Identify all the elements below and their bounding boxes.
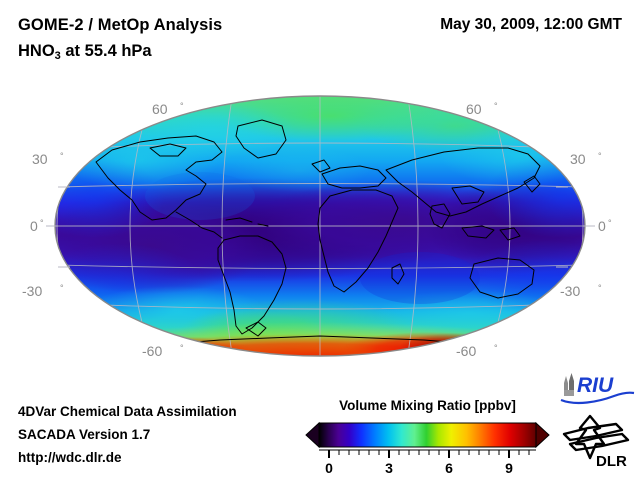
colorbar-max-arrow [535,421,550,449]
lat-label-0-left: 0 [30,218,38,234]
species-subtitle: HNO3 at 55.4 hPa [18,42,152,62]
lat-label-60n-left: 60 [152,101,168,117]
species-name: HNO [18,42,55,60]
lat-degree-30s-left: ° [60,283,64,293]
lat-degree-0-left: ° [40,218,44,228]
lat-label-30s-right: -30 [560,283,580,299]
lat-degree-30s-right: ° [598,283,602,293]
global-map: 60 ° 60 ° 30 ° 30 ° 0 ° 0 ° -30 ° -30 ° … [0,78,640,378]
concentration-field [55,96,585,356]
colorbar-tick-label-0: 0 [325,460,333,476]
lat-degree-60n-right: ° [494,101,498,111]
riu-wave-icon [560,391,635,405]
lat-degree-0-right: ° [608,218,612,228]
lat-label-30n-right: 30 [570,151,586,167]
footer-line-version: SACADA Version 1.7 [18,427,151,442]
lat-label-30s-left: -30 [22,283,42,299]
riu-wordmark: RIU [577,374,614,397]
footer-line-assimilation: 4DVar Chemical Data Assimilation [18,404,237,419]
footer-line-url[interactable]: http://wdc.dlr.de [18,450,122,465]
page-title: GOME-2 / MetOp Analysis [18,16,223,34]
timestamp: May 30, 2009, 12:00 GMT [440,16,622,33]
colorbar-title: Volume Mixing Ratio [ppbv] [339,398,516,413]
lat-degree-60s-right: ° [494,343,498,353]
lat-degree-30n-right: ° [598,151,602,161]
dlr-wordmark: DLR [596,453,627,470]
colorbar-minor-ticks [328,450,530,455]
lat-label-60n-right: 60 [466,101,482,117]
riu-logo: RIU [558,372,636,406]
colorbar-tick-label-6: 6 [445,460,453,476]
dlr-logo: DLR [560,414,636,470]
colorbar-tick-label-9: 9 [505,460,513,476]
colorbar-min-arrow [305,421,320,449]
cathedral-towers-icon [564,373,574,396]
colorbar: Volume Mixing Ratio [ppbv] [305,398,550,476]
colorbar-major-ticks [328,450,510,458]
footer-info: 4DVar Chemical Data Assimilation SACADA … [18,400,237,469]
lat-label-60s-right: -60 [456,343,476,359]
colorbar-tick-label-3: 3 [385,460,393,476]
species-subscript: 3 [54,50,61,62]
species-level: at 55.4 hPa [60,42,152,60]
lat-degree-60n-left: ° [180,101,184,111]
lat-degree-60s-left: ° [180,343,184,353]
latitude-labels: 60 ° 60 ° 30 ° 30 ° 0 ° 0 ° -30 ° -30 ° … [22,101,612,359]
lat-label-30n-left: 30 [32,151,48,167]
dlr-emblem-icon [562,414,630,460]
lat-label-0-right: 0 [598,218,606,234]
lat-degree-30n-left: ° [60,151,64,161]
coastlines [95,119,565,351]
colorbar-gradient [318,422,537,448]
lat-label-60s-left: -60 [142,343,162,359]
